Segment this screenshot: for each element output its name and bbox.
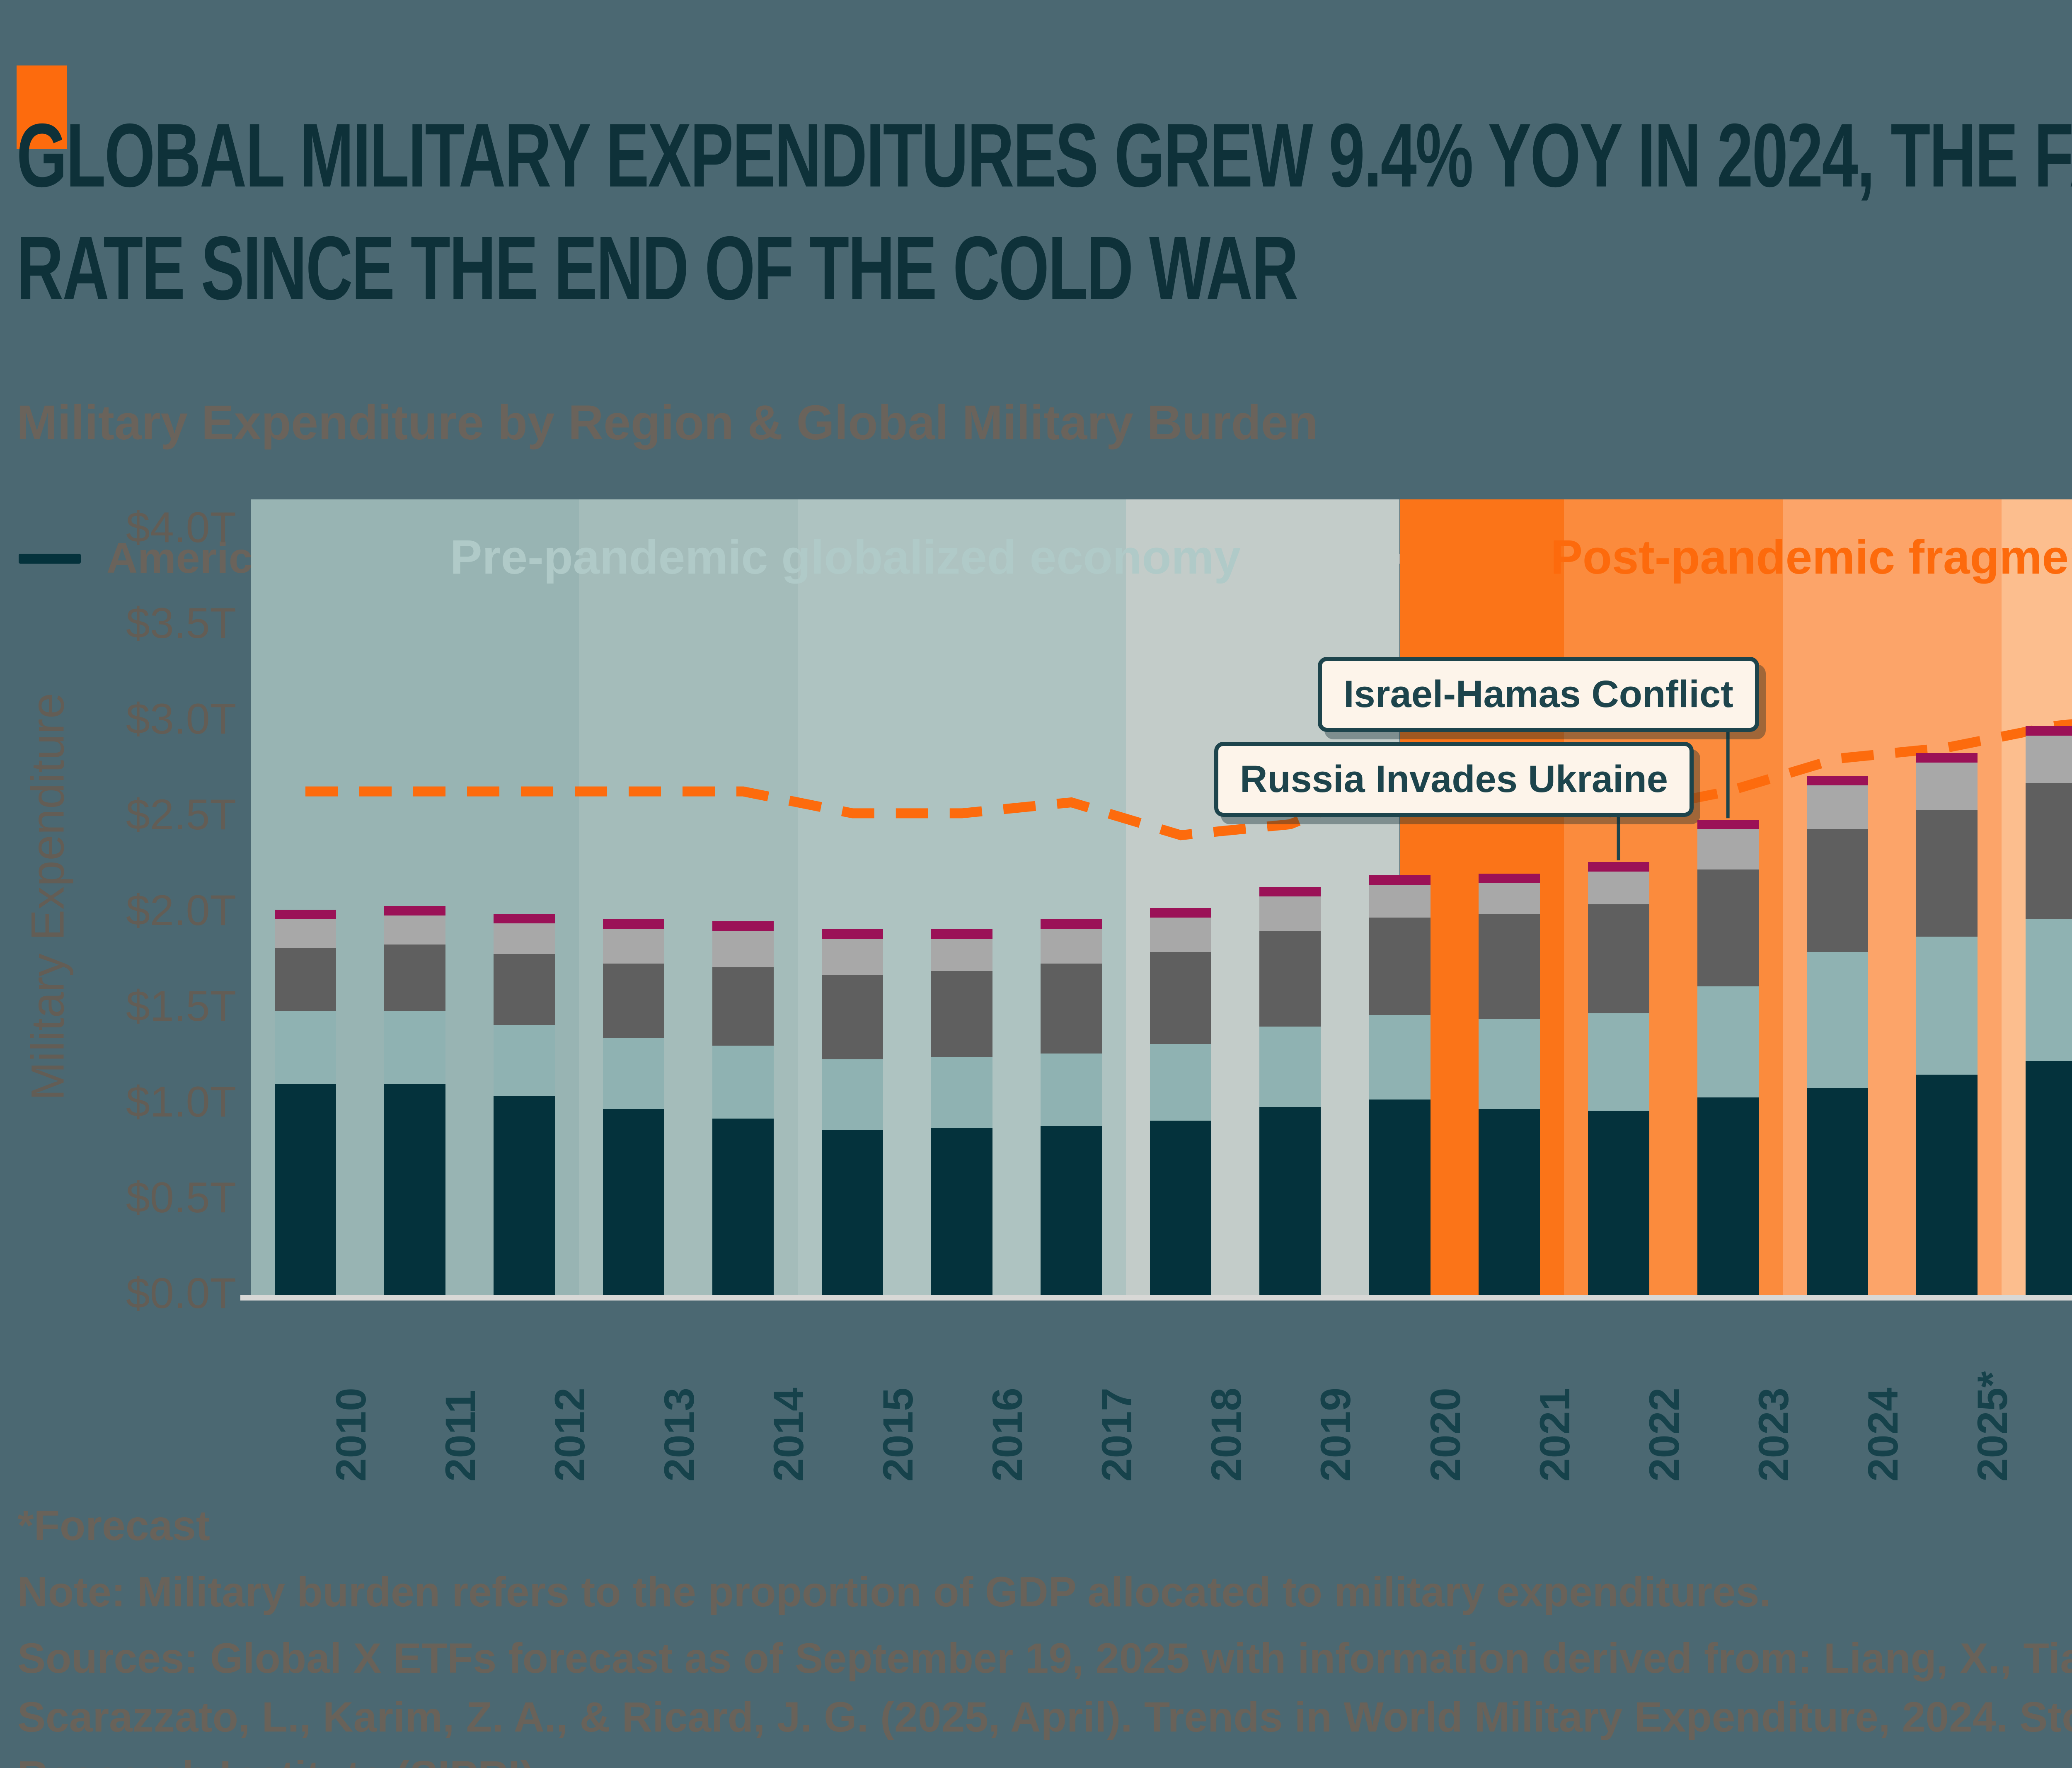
left-axis-tick: $3.5T bbox=[126, 599, 236, 647]
x-axis-baseline bbox=[240, 1295, 2072, 1301]
footnote-note: Note: Military burden refers to the prop… bbox=[17, 1568, 1771, 1615]
left-axis-tick: $3.0T bbox=[126, 695, 236, 743]
page-title-line1: GLOBAL MILITARY EXPENDITURES GREW 9.4% Y… bbox=[17, 105, 2072, 206]
footnotes: *Forecast Note: Military burden refers t… bbox=[17, 1496, 2072, 1768]
plot-area: Pre-pandemic globalized economy Post-pand… bbox=[251, 499, 2072, 1295]
page-title-line2: RATE SINCE THE END OF THE COLD WAR bbox=[17, 218, 1299, 319]
left-axis-tick: $1.0T bbox=[126, 1078, 236, 1126]
bar-segment-americas-2012 bbox=[494, 1095, 555, 1295]
left-axis-tick: $0.5T bbox=[126, 1174, 236, 1222]
bar-segment-americas-2019 bbox=[1259, 1107, 1321, 1295]
bar-segment-americas-2024 bbox=[1806, 1088, 1868, 1295]
left-axis-tick: $1.5T bbox=[126, 982, 236, 1030]
era-label-post-pandemic: Post-pandemic fragmented economy bbox=[1550, 530, 2072, 584]
left-axis-tick: $2.0T bbox=[126, 886, 236, 935]
footnote-forecast: *Forecast bbox=[17, 1502, 210, 1549]
bar-segment-americas-2016 bbox=[931, 1128, 993, 1295]
bar-segment-americas-2025 bbox=[1916, 1074, 1978, 1295]
bar-segment-americas-2023 bbox=[1697, 1097, 1759, 1295]
bar-segment-americas-2010 bbox=[275, 1084, 336, 1295]
bar-segment-americas-2022 bbox=[1588, 1111, 1649, 1295]
annotation-russia-invades-ukraine: Russia Invades Ukraine bbox=[1214, 742, 1694, 817]
bar-segment-americas-2026 bbox=[2025, 1061, 2072, 1295]
bar-segment-americas-2020 bbox=[1369, 1099, 1431, 1295]
bar-segment-americas-2018 bbox=[1150, 1120, 1212, 1295]
left-axis-tick: $4.0T bbox=[126, 504, 236, 552]
page-title: GLOBAL MILITARY EXPENDITURES GREW 9.4% Y… bbox=[17, 99, 2072, 325]
global-x-logo-mark bbox=[17, 65, 67, 149]
chart-subtitle: Military Expenditure by Region & Global … bbox=[17, 395, 1318, 450]
bar-segment-americas-2015 bbox=[822, 1130, 884, 1295]
left-axis-tick: $0.0T bbox=[126, 1269, 236, 1318]
footnote-sources: Sources: Global X ETFs forecast as of Se… bbox=[17, 1635, 2072, 1768]
bar-segment-americas-2014 bbox=[712, 1118, 774, 1295]
bar-segment-americas-2017 bbox=[1041, 1126, 1102, 1295]
annotation-israel-hamas-conflict: Israel-Hamas Conflict bbox=[1318, 657, 1759, 732]
bar-segment-americas-2011 bbox=[384, 1084, 446, 1295]
color-swatch-icon bbox=[19, 553, 81, 564]
left-axis-tick: $2.5T bbox=[126, 791, 236, 839]
era-label-pre-pandemic: Pre-pandemic globalized economy bbox=[450, 530, 1241, 584]
bar-segment-americas-2013 bbox=[603, 1109, 665, 1295]
bar-segment-americas-2021 bbox=[1478, 1109, 1540, 1295]
